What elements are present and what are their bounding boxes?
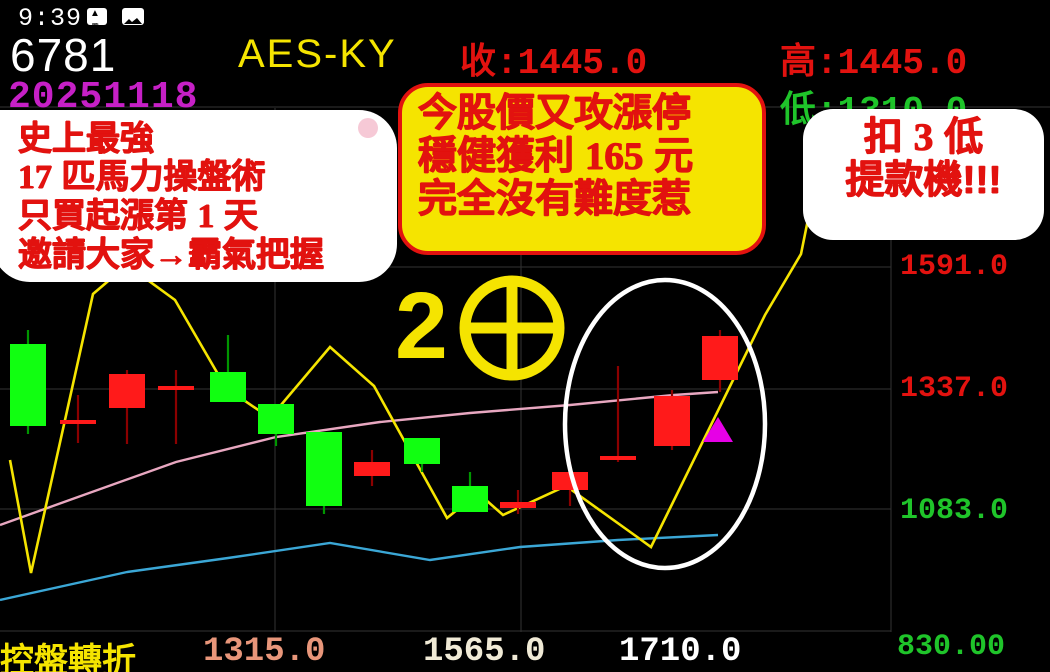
svg-text:2: 2 (395, 273, 448, 379)
